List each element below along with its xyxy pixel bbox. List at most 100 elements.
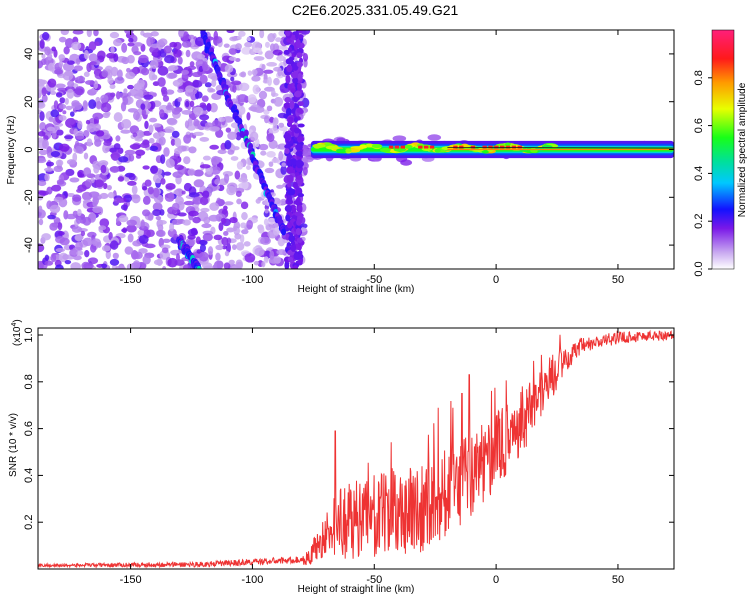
- noise-blob: [64, 135, 74, 140]
- noise-blob: [194, 169, 204, 177]
- noise-blob: [83, 262, 94, 269]
- noise-blob: [252, 47, 262, 54]
- noise-blob: [254, 247, 265, 257]
- noise-blob: [230, 156, 239, 161]
- noise-blob: [100, 164, 107, 174]
- noise-blob: [183, 31, 189, 42]
- noise-blob: [109, 31, 120, 39]
- noise-blob: [88, 99, 97, 110]
- signal-core: [500, 145, 505, 149]
- noise-blob: [187, 168, 196, 176]
- noise-blob: [69, 111, 75, 117]
- noise-blob: [64, 97, 69, 105]
- signal-blob: [312, 143, 326, 148]
- streak-blob: [287, 256, 294, 262]
- noise-blob: [56, 129, 64, 136]
- noise-blob: [98, 160, 109, 167]
- noise-blob: [53, 165, 64, 173]
- signal-blob: [379, 148, 391, 153]
- noise-blob: [157, 225, 163, 231]
- noise-blob: [94, 41, 100, 46]
- noise-blob: [257, 225, 265, 234]
- streak-blob: [286, 166, 294, 174]
- noise-blob: [183, 200, 195, 206]
- noise-blob: [126, 54, 135, 64]
- noise-blob: [156, 229, 166, 238]
- noise-blob: [127, 108, 138, 113]
- noise-blob: [244, 41, 253, 48]
- signal-blob: [504, 142, 512, 147]
- noise-blob: [164, 55, 175, 64]
- noise-blob: [84, 49, 89, 60]
- signal-halo: [301, 156, 314, 163]
- streak-blob: [284, 260, 290, 269]
- noise-blob: [167, 102, 172, 109]
- noise-blob: [161, 247, 169, 254]
- streak-blob: [286, 159, 292, 168]
- noise-blob: [278, 122, 285, 128]
- colorbar-tick-label: 0.6: [693, 118, 705, 133]
- noise-blob: [59, 143, 70, 152]
- noise-blob: [276, 184, 284, 189]
- noise-blob: [264, 50, 274, 60]
- noise-blob: [236, 261, 243, 269]
- noise-blob: [41, 233, 52, 241]
- noise-blob: [199, 114, 210, 121]
- noise-blob: [99, 192, 109, 200]
- signal-halo: [392, 135, 407, 142]
- noise-blob: [246, 112, 251, 121]
- streak-blob: [298, 253, 304, 260]
- noise-blob: [263, 218, 269, 226]
- noise-blob: [151, 51, 159, 57]
- noise-blob: [252, 84, 260, 95]
- noise-blob: [109, 84, 116, 90]
- noise-blob: [162, 238, 171, 243]
- noise-blob: [183, 182, 192, 192]
- streak-blob: [292, 181, 298, 189]
- noise-blob: [102, 112, 110, 119]
- noise-blob: [188, 192, 200, 198]
- diagonal-streak-blob: [281, 228, 287, 236]
- y-tick-label: 1.0: [23, 327, 35, 342]
- noise-blob: [258, 143, 269, 151]
- noise-blob: [232, 146, 240, 151]
- noise-blob: [183, 156, 191, 165]
- noise-blob: [93, 30, 99, 37]
- noise-blob: [44, 167, 54, 172]
- noise-blob: [41, 32, 50, 41]
- noise-blob: [247, 70, 253, 76]
- streak-blob: [296, 107, 303, 114]
- snr-multiplier-close: ): [12, 319, 23, 322]
- noise-blob: [92, 206, 103, 213]
- noise-blob: [301, 97, 310, 108]
- noise-blob: [137, 229, 145, 236]
- noise-blob: [267, 76, 272, 86]
- noise-blob: [300, 30, 311, 35]
- noise-blob: [268, 161, 274, 167]
- noise-blob: [199, 74, 208, 84]
- noise-blob: [157, 220, 167, 225]
- noise-blob: [266, 133, 275, 143]
- streak-blob: [293, 252, 299, 260]
- noise-blob: [142, 165, 150, 170]
- spectrogram-xlabel: Height of straight line (km): [298, 284, 415, 295]
- noise-blob: [264, 115, 270, 124]
- snr-multiplier-exp: 4: [11, 323, 18, 327]
- noise-blob: [271, 89, 276, 97]
- noise-blob: [47, 78, 57, 88]
- noise-blob: [113, 143, 121, 150]
- noise-blob: [152, 123, 162, 128]
- streak-blob: [295, 227, 301, 236]
- noise-blob: [66, 159, 76, 165]
- y-tick-label: 0.8: [23, 374, 35, 389]
- noise-blob: [217, 198, 226, 207]
- streak-blob: [284, 144, 291, 149]
- noise-blob: [76, 188, 83, 193]
- y-tick-label: 40: [23, 48, 35, 60]
- noise-blob: [199, 164, 211, 169]
- noise-blob: [82, 100, 88, 110]
- noise-blob: [65, 105, 73, 111]
- streak-blob: [296, 83, 302, 91]
- noise-blob: [237, 35, 242, 40]
- x-tick-label: 50: [612, 274, 624, 286]
